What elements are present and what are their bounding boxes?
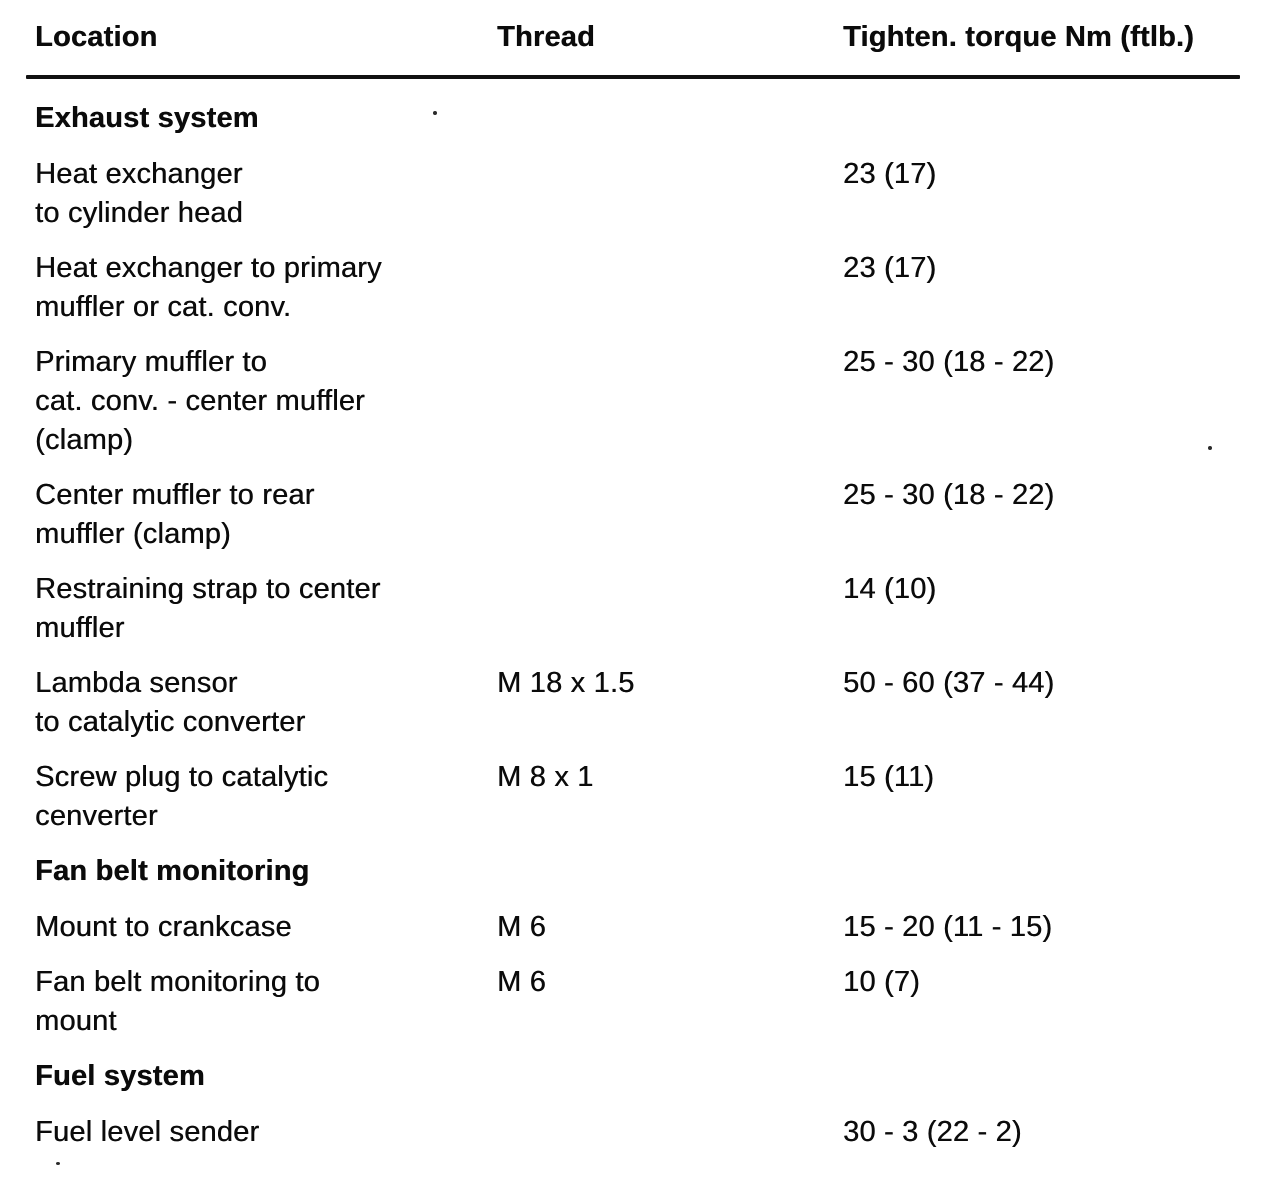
scan-speck (433, 111, 437, 115)
section-title-fan-belt-monitoring: Fan belt monitoring (35, 855, 310, 887)
torque-cell: 30 - 3 (22 - 2) (843, 1116, 1022, 1148)
thread-cell: M 6 (497, 966, 546, 998)
table-row: Mount to crankcase M 6 15 - 20 (11 - 15) (35, 908, 1240, 947)
location-cell: Fuel level sender (35, 1116, 260, 1148)
location-cell: Screw plug to catalytic cenverter (35, 761, 329, 832)
torque-cell: 10 (7) (843, 966, 920, 998)
location-cell: Fan belt monitoring to mount (35, 966, 320, 1037)
thread-cell: M 8 x 1 (497, 761, 594, 793)
thread-cell (497, 570, 843, 648)
location-cell: Center muffler to rear muffler (clamp) (35, 479, 315, 550)
thread-cell (497, 1113, 843, 1152)
location-cell: Lambda sensor to catalytic converter (35, 667, 306, 738)
location-cell: Mount to crankcase (35, 911, 292, 943)
torque-cell: 50 - 60 (37 - 44) (843, 667, 1055, 699)
torque-cell: 25 - 30 (18 - 22) (843, 479, 1055, 511)
torque-cell: 15 - 20 (11 - 15) (843, 911, 1053, 943)
table-row: Fuel level sender 30 - 3 (22 - 2) (35, 1113, 1240, 1152)
header-rule (26, 75, 1240, 79)
table-row: Fan belt monitoring to mount M 6 10 (7) (35, 963, 1240, 1041)
location-cell: Heat exchanger to cylinder head (35, 158, 243, 229)
table-row: Heat exchanger to cylinder head 23 (17) (35, 155, 1240, 233)
scan-speck (1208, 446, 1212, 450)
section-title-exhaust-system: Exhaust system (35, 102, 259, 134)
table-row: Screw plug to catalytic cenverter M 8 x … (35, 758, 1240, 836)
thread-cell (497, 343, 843, 460)
torque-cell: 25 - 30 (18 - 22) (843, 346, 1055, 378)
thread-cell (497, 155, 843, 233)
location-cell: Heat exchanger to primary muffler or cat… (35, 252, 382, 323)
column-header-location: Location (35, 21, 158, 53)
table-row: Center muffler to rear muffler (clamp) 2… (35, 476, 1240, 554)
torque-cell: 23 (17) (843, 158, 937, 190)
table-row: Primary muffler to cat. conv. - center m… (35, 343, 1240, 460)
table-row: Lambda sensor to catalytic converter M 1… (35, 664, 1240, 742)
thread-cell (497, 249, 843, 327)
torque-cell: 23 (17) (843, 252, 937, 284)
thread-cell (497, 476, 843, 554)
location-cell: Primary muffler to cat. conv. - center m… (35, 346, 365, 456)
table-header: Location Thread Tighten. torque Nm (ftlb… (35, 18, 1240, 57)
torque-cell: 15 (11) (843, 761, 935, 793)
torque-cell: 14 (10) (843, 573, 937, 605)
table-row: Heat exchanger to primary muffler or cat… (35, 249, 1240, 327)
thread-cell: M 6 (497, 911, 546, 943)
section-title-fuel-system: Fuel system (35, 1060, 205, 1092)
scan-speck (56, 1162, 60, 1165)
location-cell: Restraining strap to center muffler (35, 573, 381, 644)
column-header-torque: Tighten. torque Nm (ftlb.) (843, 21, 1195, 53)
column-header-thread: Thread (497, 21, 595, 53)
thread-cell: M 18 x 1.5 (497, 667, 635, 699)
table-row: Restraining strap to center muffler 14 (… (35, 570, 1240, 648)
